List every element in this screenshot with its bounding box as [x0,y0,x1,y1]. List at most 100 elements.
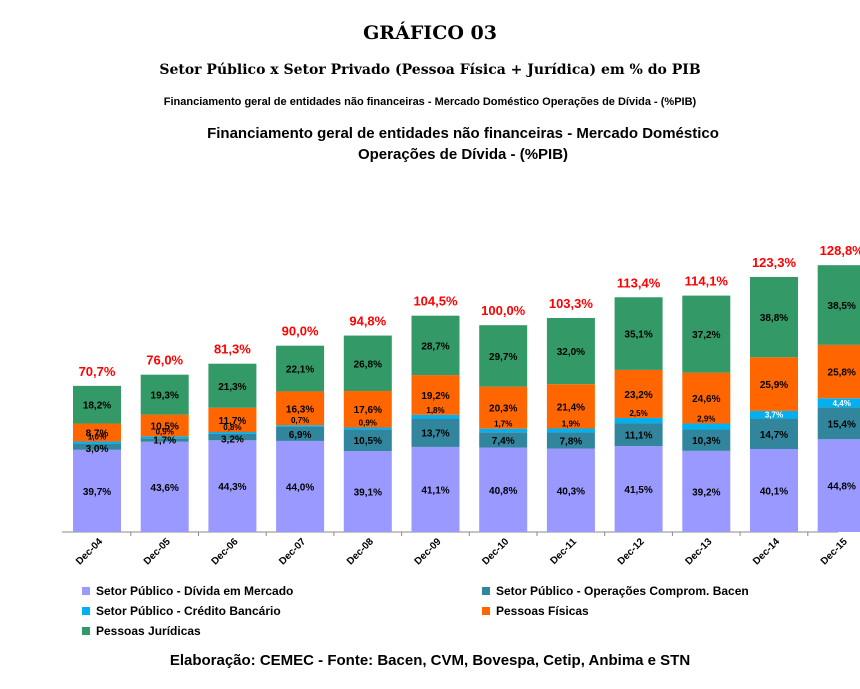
segment-value-label: 10,5% [151,421,179,432]
segment-value-label: 38,5% [828,301,856,312]
segment-value-label: 4,4% [833,399,851,408]
bar-segment [411,375,460,415]
segment-value-label: 39,2% [692,487,720,498]
segment-value-label: 0,8% [223,423,241,432]
segment-value-label: 32,0% [557,347,585,358]
legend-label: Setor Público - Crédito Bancário [96,604,281,618]
legend-swatch [82,587,90,595]
bar-segment [750,410,798,419]
segment-value-label: 43,6% [151,483,179,494]
segment-value-label: 8,7% [86,429,109,440]
bar-segment [411,414,460,419]
segment-value-label: 25,9% [760,380,788,391]
bar-segment [479,447,528,532]
chart-title-line-1: Financiamento geral de entidades não fin… [207,125,719,142]
total-value-label: 123,3% [752,255,797,270]
bar-segment [411,315,460,376]
segment-value-label: 1,7% [494,420,512,429]
segment-value-label: 17,6% [354,405,382,416]
segment-value-label: 19,3% [151,391,179,402]
legend-item-pessoas-juridicas: Pessoas Jurídicas [82,624,201,638]
segment-value-label: 0,7% [291,416,309,425]
segment-value-label: 39,7% [83,487,111,498]
segment-value-label: 2,9% [697,415,715,424]
bar-segment [343,429,392,452]
bar-segment [73,441,121,444]
segment-value-label: 1,9% [562,420,580,429]
x-tick-label: Dec-14 [751,536,782,567]
bar-segment [614,297,663,370]
legend-swatch [82,627,90,635]
bar-segment [750,276,798,358]
segment-value-label: 15,4% [828,419,856,430]
bar-segment [750,418,798,449]
segment-value-label: 28,7% [421,341,449,352]
legend: Setor Público - Dívida em Mercado Setor … [82,584,822,644]
bar-segment [343,427,392,430]
bar-segment [208,433,257,441]
segment-value-label: 41,1% [421,485,449,496]
bar-segment [750,357,798,411]
bar-segment [817,407,860,440]
segment-value-label: 23,2% [624,390,652,401]
segment-value-label: 40,8% [489,486,517,497]
segment-value-label: 26,8% [354,359,382,370]
segment-value-label: 10,5% [354,436,382,447]
bar-segment [276,425,325,427]
segment-value-label: 20,3% [489,404,517,415]
bar-segment [817,265,860,345]
segment-value-label: 38,8% [760,313,788,324]
bar-segment [546,448,595,532]
bar-segment [411,418,460,447]
x-tick-label: Dec-10 [480,536,511,567]
segment-value-label: 3,7% [765,411,783,420]
stacked-bar-chart: Financiamento geral de entidades não fin… [62,125,860,567]
chart-title-line-2: Operações de Dívida - (%PIB) [358,146,568,163]
bar-segment [276,391,325,426]
bar-segment [614,369,663,418]
bar-segment [411,446,460,532]
bar-segment [140,438,189,442]
bar-segment [140,374,189,415]
bar-segment [276,345,325,392]
bar-segment [343,451,392,532]
segment-value-label: 35,1% [624,330,652,341]
total-value-label: 113,4% [617,275,661,290]
segment-value-label: 19,2% [421,391,449,402]
bar-segment [140,441,189,532]
segment-value-label: 24,6% [692,394,720,405]
bar-segment [682,429,731,451]
bar-segment [682,372,731,424]
bar-segment [208,440,257,532]
segment-value-label: 44,0% [286,482,314,493]
segment-value-label: 39,1% [354,488,382,499]
segment-value-label: 11,1% [625,431,653,442]
bar-segment [750,448,798,532]
bar-segment [276,440,325,532]
segment-value-label: 37,2% [692,330,720,341]
x-tick-label: Dec-05 [142,536,173,567]
figure-subtitle: Setor Público x Setor Privado (Pessoa Fí… [159,62,701,78]
total-value-label: 90,0% [282,324,319,339]
bar-segment [614,417,663,424]
total-value-label: 94,8% [349,314,386,329]
total-value-label: 76,0% [146,353,183,368]
x-tick-label: Dec-11 [548,536,579,567]
bar-segment [73,423,121,442]
bar-segment [208,432,257,434]
segment-value-label: 44,3% [218,482,246,493]
bar-segment [546,384,595,429]
legend-swatch [482,607,490,615]
segment-value-label: 18,2% [83,401,111,412]
legend-swatch [482,587,490,595]
x-tick-label: Dec-13 [683,536,714,567]
segment-value-label: 25,8% [828,368,856,379]
segment-value-label: 29,7% [489,352,517,363]
bar-segment [614,423,663,447]
segment-value-label: 22,1% [286,365,314,376]
bar-segment [479,432,528,448]
segment-value-label: 3,0% [86,444,109,455]
segment-value-label: 14,7% [760,430,788,441]
total-value-label: 103,3% [549,296,594,311]
total-value-label: 70,7% [79,364,116,379]
